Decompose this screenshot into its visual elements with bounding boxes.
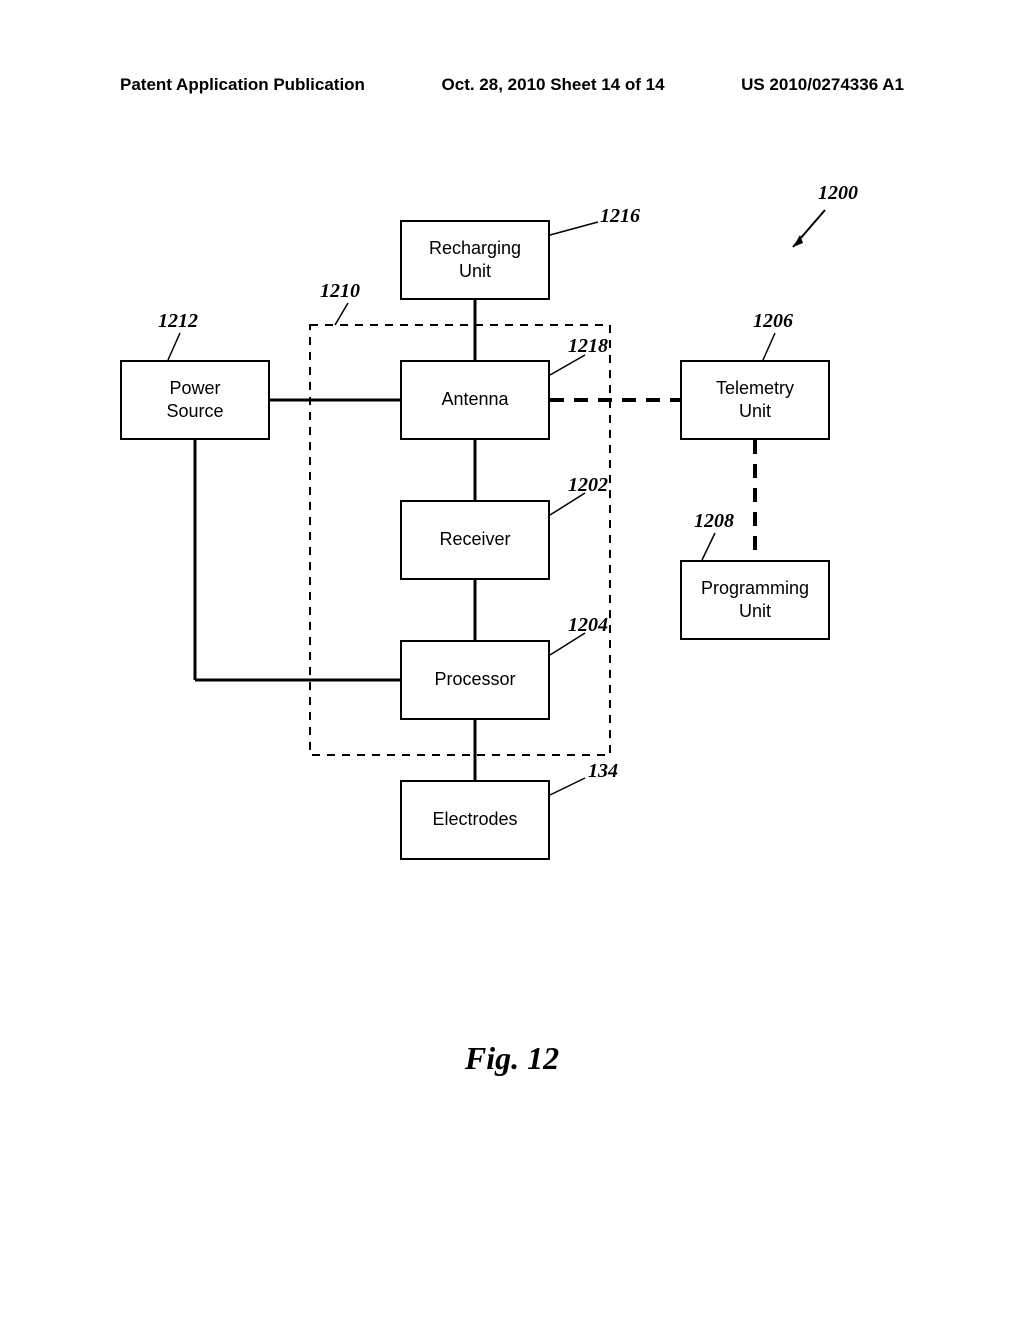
- ref-programming: 1208: [694, 510, 734, 533]
- box-telemetry: Telemetry Unit: [680, 360, 830, 440]
- box-power: Power Source: [120, 360, 270, 440]
- ref-system: 1200: [818, 182, 858, 205]
- block-diagram: Recharging Unit Power Source Antenna Tel…: [0, 160, 1024, 1060]
- box-electrodes: Electrodes: [400, 780, 550, 860]
- ref-telemetry: 1206: [753, 310, 793, 333]
- ref-dashbox: 1210: [320, 280, 360, 303]
- box-programming: Programming Unit: [680, 560, 830, 640]
- ref-antenna: 1218: [568, 335, 608, 358]
- box-processor: Processor: [400, 640, 550, 720]
- ref-power: 1212: [158, 310, 198, 333]
- ref-electrodes: 134: [588, 760, 618, 783]
- page-header: Patent Application Publication Oct. 28, …: [0, 75, 1024, 95]
- ref-processor: 1204: [568, 614, 608, 637]
- figure-caption: Fig. 12: [0, 1040, 1024, 1077]
- box-recharging: Recharging Unit: [400, 220, 550, 300]
- header-left: Patent Application Publication: [120, 75, 365, 95]
- box-antenna: Antenna: [400, 360, 550, 440]
- box-receiver: Receiver: [400, 500, 550, 580]
- header-center: Oct. 28, 2010 Sheet 14 of 14: [442, 75, 665, 95]
- ref-receiver: 1202: [568, 474, 608, 497]
- header-right: US 2010/0274336 A1: [741, 75, 904, 95]
- ref-recharging: 1216: [600, 205, 640, 228]
